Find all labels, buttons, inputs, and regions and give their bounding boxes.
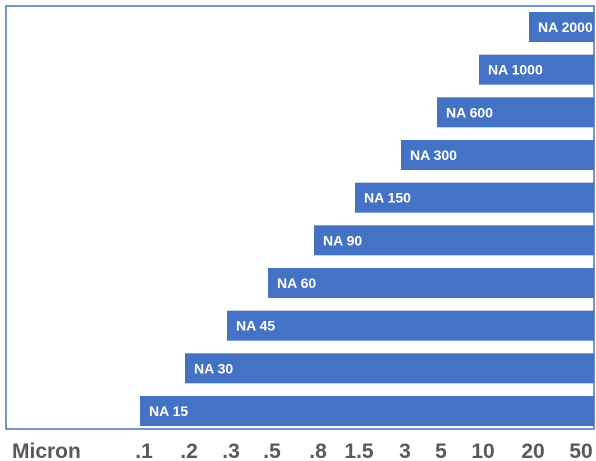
bar-label: NA 90 [323,232,362,248]
bars-layer: NA 15 NA 30 NA 45 NA 60 NA 90 NA 150 NA 300 NA … [140,12,594,426]
bar [268,268,594,298]
x-axis: Micron .1 .2 .3 .5 .8 1.5 3 5 10 20 50 [12,440,593,461]
x-axis-label: Micron [12,440,81,461]
bar-label: NA 600 [446,104,493,120]
bar-label: NA 2000 [538,19,593,35]
x-tick-label: 5 [435,440,447,461]
x-tick-label: .3 [222,440,240,461]
bar-label: NA 60 [277,275,316,291]
bar-label: NA 150 [364,190,411,206]
x-tick-label: 3 [399,440,411,461]
bar-label: NA 45 [236,318,275,334]
bar [401,140,594,170]
bar [479,54,594,85]
bar [529,12,594,42]
bar [140,396,594,426]
x-tick-label: 50 [569,440,592,461]
bar-label: NA 15 [149,403,188,419]
x-tick-label: .8 [309,440,327,461]
bar [437,97,594,128]
bar [227,310,594,341]
bar [314,225,594,256]
x-tick-label: 20 [521,440,544,461]
x-tick-label: 1.5 [344,440,374,461]
bar-label: NA 1000 [488,62,543,78]
x-tick-label: .2 [180,440,198,461]
bar [185,353,594,384]
bar-label: NA 300 [410,147,457,163]
x-tick-label: .1 [135,440,153,461]
x-tick-label: .5 [263,440,281,461]
bar [355,182,594,213]
bar-label: NA 30 [194,360,233,376]
x-tick-label: 10 [471,440,494,461]
